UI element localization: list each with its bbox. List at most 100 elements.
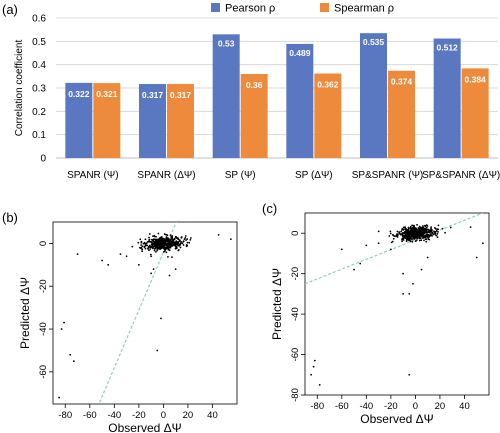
scatter-point <box>163 233 166 235</box>
scatter-point <box>420 268 423 271</box>
scatter-point <box>410 233 413 236</box>
scatter-point <box>389 232 392 235</box>
y-tick-label: -60 <box>38 365 49 379</box>
plot-frame <box>304 212 490 396</box>
scatter-point <box>424 235 427 238</box>
scatter-point <box>167 241 170 244</box>
scatter-point <box>175 247 178 250</box>
scatter-point <box>414 232 417 235</box>
panel-label-a: (a) <box>2 2 18 17</box>
scatter-point <box>149 248 152 250</box>
scatter-point <box>409 225 412 228</box>
bar-data-label: 0.512 <box>437 43 459 53</box>
scatter-point <box>418 237 421 240</box>
scatter-point <box>377 230 380 233</box>
scatter-point <box>182 240 185 243</box>
scatter-point <box>432 232 434 235</box>
scatter-point <box>161 240 164 243</box>
scatter-point <box>389 230 392 233</box>
scatter-point <box>359 262 362 265</box>
scatter-point <box>365 244 368 247</box>
scatter-point <box>155 235 157 238</box>
scatter-point <box>429 231 431 234</box>
scatter-point <box>409 232 411 235</box>
scatter-point <box>139 247 142 250</box>
scatter-point <box>149 245 152 248</box>
scatter-point <box>420 231 422 234</box>
scatter-point <box>167 244 169 246</box>
scatter-point <box>400 230 403 233</box>
scatter-point <box>151 239 154 242</box>
scatter-point <box>402 292 405 295</box>
scatter-b: -80 -60 -40 -20 0 20 40 0 -20 -40 -60 Observed ΔΨ Pr… <box>18 221 238 433</box>
scatter-point <box>157 238 159 241</box>
scatter-point <box>144 243 147 245</box>
bar-series: 0.322 0.321 0.317 0.317 0.53 0.36 0.489 0.362 0.… <box>65 33 489 159</box>
x-tick-label: 0 <box>413 401 418 412</box>
scatter-point <box>177 238 179 240</box>
scatter-point <box>157 232 160 235</box>
scatter-point <box>168 239 170 242</box>
scatter-point <box>407 228 410 231</box>
scatter-point <box>431 229 433 231</box>
scatter-point <box>377 242 380 245</box>
bar-y-tick-label: 0.4 <box>32 60 46 71</box>
scatter-point <box>409 237 411 240</box>
scatter-point <box>60 328 63 330</box>
scatter-point <box>156 246 159 249</box>
scatter-point <box>164 240 167 243</box>
scatter-point <box>171 245 174 248</box>
scatter-point <box>190 237 192 239</box>
bar-spearman <box>167 84 194 158</box>
scatter-point <box>405 233 408 236</box>
bar-y-tick-label: 0.5 <box>32 37 46 48</box>
bar-data-label: 0.317 <box>142 90 164 100</box>
scatter-point <box>449 226 452 229</box>
scatter-point <box>402 272 405 275</box>
scatter-point <box>146 247 149 250</box>
scatter-point <box>139 238 142 241</box>
scatter-point <box>417 227 420 230</box>
scatter-point <box>168 245 171 248</box>
scatter-point <box>392 237 395 240</box>
y-axis-title: Predicted ΔΨ <box>18 277 32 349</box>
scatter-point <box>411 227 414 229</box>
bar-pearson <box>433 38 461 158</box>
scatter-point <box>313 359 316 362</box>
scatter-point <box>312 365 315 368</box>
scatter-point <box>149 253 152 256</box>
scatter-point <box>407 234 410 237</box>
scatter-point <box>186 241 189 244</box>
scatter-point <box>174 268 177 271</box>
scatter-point <box>425 224 428 226</box>
scatter-point <box>423 232 426 234</box>
scatter-point <box>179 240 181 243</box>
scatter-point <box>426 233 429 236</box>
scatter-point <box>184 236 187 239</box>
scatter-point <box>434 233 437 236</box>
scatter-point <box>189 238 192 241</box>
x-tick-label: -60 <box>83 410 97 421</box>
scatter-point <box>157 242 159 245</box>
scatter-point <box>175 243 178 246</box>
scatter-point <box>408 373 411 376</box>
scatter-point <box>388 235 391 237</box>
fit-line <box>305 213 484 285</box>
scatter-point <box>426 228 428 231</box>
scatter-point <box>140 240 143 243</box>
bar-y-ticks: 0 0.1 0.2 0.3 0.4 0.5 0.6 <box>32 14 46 165</box>
scatter-point <box>178 244 181 247</box>
bar-data-label: 0.362 <box>317 80 339 90</box>
bar-category-labels: SPANR (Ψ) SPANR (ΔΨ) SP (Ψ) SP (ΔΨ) SP&SPANR… <box>67 170 500 181</box>
scatter-point <box>155 251 157 253</box>
scatter-point <box>162 241 165 244</box>
scatter-point <box>391 233 394 236</box>
x-tick-label: 20 <box>435 401 446 412</box>
y-tick-label: 0 <box>290 231 301 236</box>
scatter-point <box>409 227 412 230</box>
scatter-point <box>125 255 128 258</box>
scatter-point <box>413 232 416 235</box>
bar-data-label: 0.322 <box>68 89 90 99</box>
x-tick-label: -20 <box>132 410 146 421</box>
scatter-point <box>152 268 155 271</box>
